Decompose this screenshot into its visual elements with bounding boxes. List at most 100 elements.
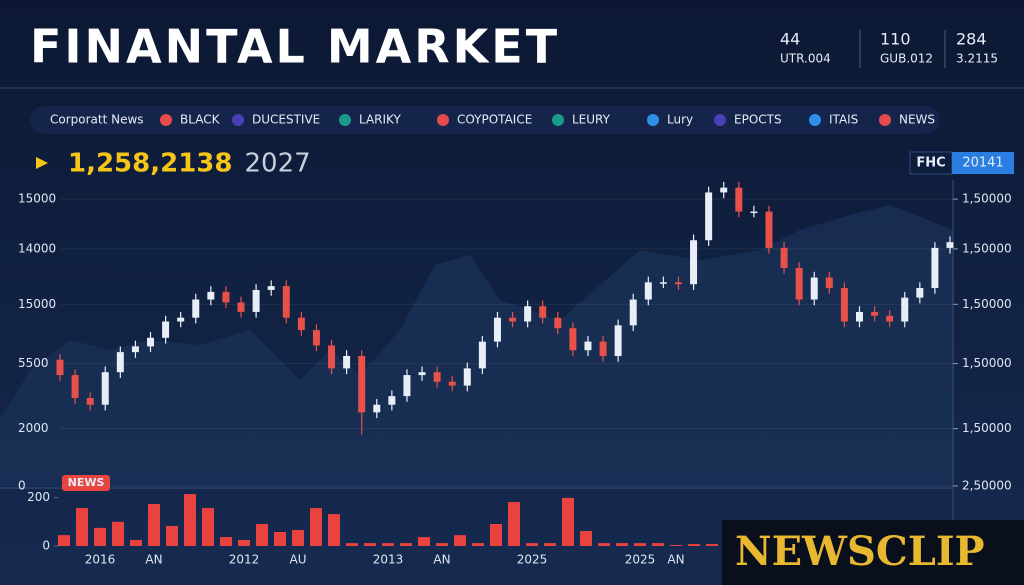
legend-dot — [552, 114, 564, 126]
candle-body — [901, 297, 909, 322]
volume-bar — [112, 521, 124, 546]
background-area — [0, 205, 953, 486]
volume-bar — [598, 543, 610, 546]
candle-body — [343, 355, 351, 369]
candle-body — [56, 359, 64, 376]
legend-item: LEURY — [572, 113, 611, 127]
candle-body — [267, 286, 275, 290]
candle-body — [735, 187, 743, 212]
candle-body — [373, 404, 381, 413]
volume-bar — [670, 545, 682, 546]
x-tick-label: AN — [433, 553, 450, 567]
candle-body — [916, 288, 924, 298]
candle-body — [478, 341, 486, 369]
candle-body — [524, 306, 532, 322]
candle-body — [282, 286, 290, 318]
y2-tick-label: 1,50000 — [962, 297, 1012, 311]
x-tick-label: 2013 — [373, 553, 404, 567]
news-tag — [62, 475, 110, 491]
candle-body — [886, 315, 894, 322]
volume-bar — [472, 543, 484, 546]
candle-body — [403, 375, 411, 397]
candle-body — [795, 267, 803, 300]
volume-bar — [310, 508, 322, 546]
candle-body — [840, 288, 848, 322]
candle-body — [539, 306, 547, 318]
candle-body — [554, 317, 562, 329]
volume-bar — [382, 543, 394, 546]
volume-bar — [436, 543, 448, 546]
volume-bar — [346, 543, 358, 546]
candle-body — [765, 211, 773, 248]
candle-body — [131, 346, 139, 353]
stat-value: 110 — [880, 30, 911, 49]
y-tick-label: 0 — [18, 479, 26, 493]
candle-body — [690, 240, 698, 285]
volume-bar — [184, 494, 196, 546]
volume-bar — [292, 530, 304, 546]
stat-label: GUB.012 — [880, 52, 933, 66]
candle-body — [86, 398, 94, 405]
candle-body — [750, 211, 758, 214]
volume-bar — [400, 543, 412, 546]
y-tick-label: 15000 — [18, 192, 56, 206]
legend-dot — [339, 114, 351, 126]
volume-bar — [544, 543, 556, 546]
logo-box — [722, 520, 1024, 585]
candle-body — [584, 341, 592, 351]
legend-item: NEWS — [899, 113, 935, 127]
candle-body — [252, 289, 260, 312]
volume-bar — [418, 537, 430, 546]
candle-body — [493, 317, 501, 342]
volume-bar — [76, 508, 88, 546]
legend-item: DUCESTIVE — [252, 113, 320, 127]
candle-body — [810, 277, 818, 300]
x-tick-label: 2025 — [517, 553, 548, 567]
candle-body — [312, 330, 320, 346]
candle-body — [358, 355, 366, 413]
volume-bar — [202, 508, 214, 546]
candle-body — [388, 396, 396, 405]
candle-body — [328, 345, 336, 369]
badge-value-box — [952, 152, 1014, 174]
y-tick-label: 14000 — [18, 241, 56, 255]
stat-value: 44 — [780, 30, 800, 49]
candle-body — [509, 317, 517, 322]
badge-label: FHC — [916, 156, 945, 171]
legend-dot — [160, 114, 172, 126]
candle-body — [871, 311, 879, 316]
legend-item: EPOCTS — [734, 113, 782, 127]
volume-bar — [274, 531, 286, 546]
y-tick-label: 2000 — [18, 421, 49, 435]
volume-bar — [454, 535, 466, 546]
legend-dot — [879, 114, 891, 126]
legend-bar — [30, 106, 940, 134]
logo: NEWSCLIP — [735, 528, 985, 575]
x-tick-label: AN — [145, 553, 162, 567]
volume-bar — [58, 535, 70, 546]
legend-item: COYPOTAICE — [457, 113, 532, 127]
candle-body — [569, 328, 577, 351]
legend-item: Lury — [667, 113, 693, 127]
volume-bar — [256, 524, 268, 546]
candle-body — [629, 299, 637, 326]
candle-body — [433, 372, 441, 382]
y2-tick-label: 1,50000 — [962, 421, 1012, 435]
candle-body — [599, 341, 607, 356]
legend-item: ITAIS — [829, 113, 858, 127]
candle-body — [614, 325, 622, 356]
y2-tick-label: 1,50000 — [962, 356, 1012, 370]
candle-body — [237, 302, 245, 312]
volume-bar — [688, 544, 700, 546]
candle-body — [418, 372, 426, 376]
headline-year: 2027 — [244, 149, 310, 179]
volume-bar — [130, 539, 142, 546]
candle-body — [720, 187, 728, 193]
candle-body — [207, 291, 215, 300]
candle-body — [931, 247, 939, 289]
title: FINANTAL MARKET — [30, 20, 560, 74]
x-tick-label: AN — [667, 553, 684, 567]
candle-body — [946, 242, 954, 248]
candle-body — [825, 277, 833, 289]
y-tick-label: 0 — [42, 539, 50, 553]
